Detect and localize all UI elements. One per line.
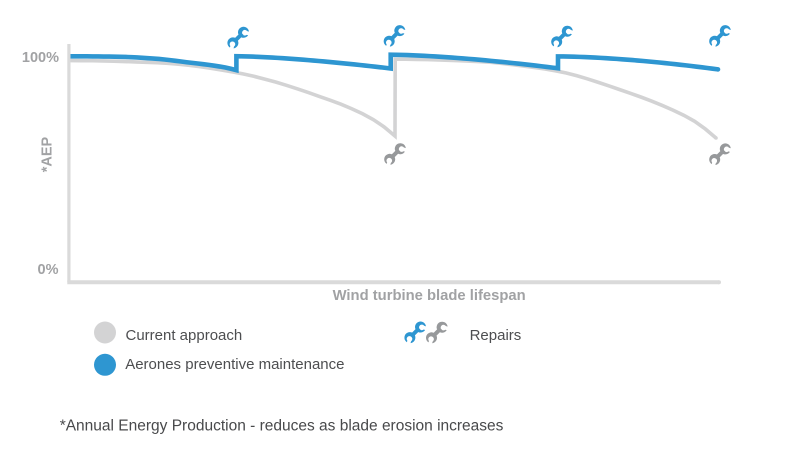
svg-text:Aerones preventive maintenance: Aerones preventive maintenance	[125, 356, 344, 373]
svg-text:*AEP: *AEP	[40, 136, 56, 172]
svg-text:Current approach: Current approach	[126, 327, 243, 344]
svg-text:*Annual Energy Production - re: *Annual Energy Production - reduces as b…	[60, 418, 504, 435]
svg-text:0%: 0%	[38, 262, 59, 278]
svg-text:100%: 100%	[22, 50, 59, 66]
svg-text:Repairs: Repairs	[470, 327, 522, 344]
svg-text:Wind turbine blade lifespan: Wind turbine blade lifespan	[333, 288, 526, 304]
